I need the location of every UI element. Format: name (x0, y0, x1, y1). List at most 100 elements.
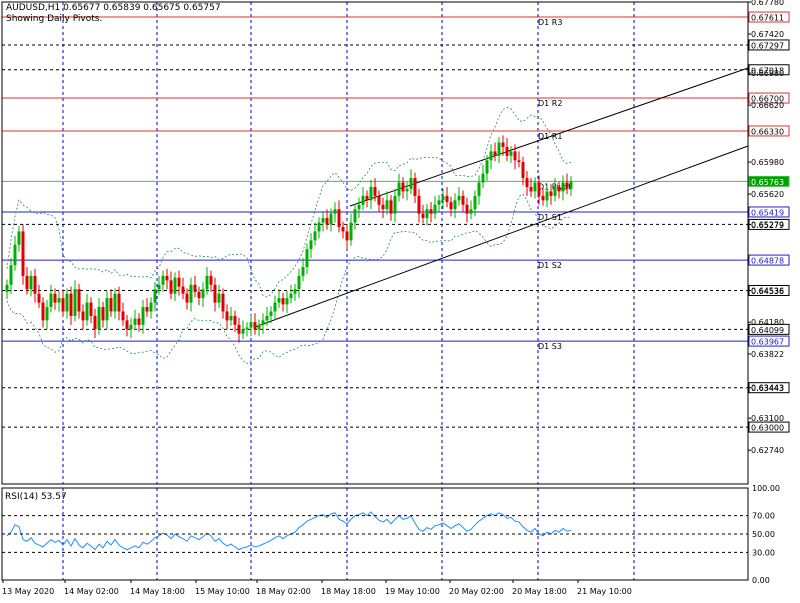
candle-body (325, 218, 329, 225)
price-tag: 0.63443 (751, 384, 784, 393)
candle-body (89, 302, 93, 316)
candle-body (453, 200, 457, 210)
candle-body (49, 293, 53, 308)
candle-body (145, 307, 149, 312)
candle-body (529, 186, 533, 192)
candle-body (253, 322, 257, 330)
channel-lower-line (254, 145, 749, 328)
candle-body (125, 320, 129, 330)
candle-body (305, 249, 309, 268)
price-tag-box (748, 125, 790, 137)
candle-body (321, 218, 325, 223)
price-tag: 0.64099 (751, 326, 784, 335)
candle-body (181, 286, 185, 294)
y-tick-label: 0.63100 (751, 414, 784, 423)
candle-body (57, 298, 61, 303)
candle-body (269, 311, 273, 316)
price-tag-box (748, 64, 790, 76)
y-tick-label: 0.64180 (751, 318, 784, 327)
candle-body (65, 293, 69, 312)
candle-body (257, 324, 261, 330)
y-tick-label: 0.64536 (751, 286, 784, 295)
candle-body (417, 195, 421, 214)
candle-body (77, 289, 81, 312)
x-tick-label: 15 May 10:00 (195, 587, 250, 596)
price-tag-box (748, 11, 790, 23)
price-tag: 0.63967 (751, 338, 784, 347)
candle-body (513, 151, 517, 161)
rsi-tick-label: 0.00 (752, 576, 770, 585)
candle-body (389, 200, 393, 214)
candle-body (93, 315, 97, 330)
candle-body (537, 182, 541, 196)
candle-body (29, 275, 33, 290)
price-tag: 0.65763 (751, 178, 784, 187)
x-tick-label: 20 May 02:00 (449, 587, 504, 596)
candle-body (193, 284, 197, 292)
price-tag-box (748, 92, 790, 104)
candle-body (441, 195, 445, 201)
candle-body (349, 222, 353, 241)
candle-body (109, 298, 113, 312)
candle-body (437, 200, 441, 205)
candle-body (201, 289, 205, 299)
x-tick-label: 18 May 02:00 (256, 587, 311, 596)
candle-body (557, 186, 561, 192)
price-tag-box (748, 421, 790, 433)
candle-body (553, 186, 557, 196)
candle-body (545, 191, 549, 201)
candle-body (85, 302, 89, 321)
candle-body (429, 209, 433, 214)
candle-body (337, 209, 341, 227)
rsi-tick-label: 50.00 (752, 530, 775, 539)
candle-body (73, 289, 77, 316)
candle-body (153, 289, 157, 303)
x-tick-label: 19 May 10:00 (385, 587, 440, 596)
candle-body (401, 182, 405, 192)
candle-body (173, 277, 177, 294)
candle-body (449, 202, 453, 210)
candle-body (341, 226, 345, 232)
candle-body (285, 298, 289, 305)
candle-body (569, 181, 573, 189)
candle-body (289, 293, 293, 299)
candle-body (533, 182, 537, 192)
candle-body (121, 311, 125, 321)
y-tick-label: 0.65620 (751, 190, 784, 199)
candle-body (561, 182, 565, 192)
candle-body (161, 275, 165, 285)
rsi-label: RSI(14) 53.57 (5, 492, 67, 502)
candle-body (385, 200, 389, 210)
x-tick-label: 14 May 02:00 (64, 587, 119, 596)
candle-body (281, 298, 285, 305)
x-tick-label: 14 May 18:00 (130, 587, 185, 596)
candle-body (97, 307, 101, 330)
candle-body (37, 293, 41, 303)
candle-body (465, 204, 469, 214)
price-tag: 0.65279 (751, 221, 784, 230)
candle-body (457, 195, 461, 201)
price-tag: 0.66700 (751, 95, 784, 104)
candle-body (481, 173, 485, 183)
candle-body (353, 209, 357, 223)
candle-body (333, 209, 337, 214)
candle-body (413, 178, 417, 196)
candle-body (169, 280, 173, 294)
candle-body (261, 320, 265, 325)
candle-body (241, 329, 245, 334)
candle-body (345, 231, 349, 241)
level-label: D1 S1 (538, 213, 562, 222)
price-tag-box (748, 175, 790, 187)
candle-body (13, 244, 17, 266)
candle-body (525, 178, 529, 187)
x-tick-label: 18 May 18:00 (321, 587, 376, 596)
rsi-tick-label: 30.00 (752, 548, 775, 557)
candle-body (497, 142, 501, 156)
candle-body (117, 293, 121, 312)
candle-body (177, 277, 181, 287)
candle-body (517, 160, 521, 163)
y-tick-label: 0.63822 (751, 350, 784, 359)
candle-body (277, 298, 281, 303)
candle-body (445, 195, 449, 203)
